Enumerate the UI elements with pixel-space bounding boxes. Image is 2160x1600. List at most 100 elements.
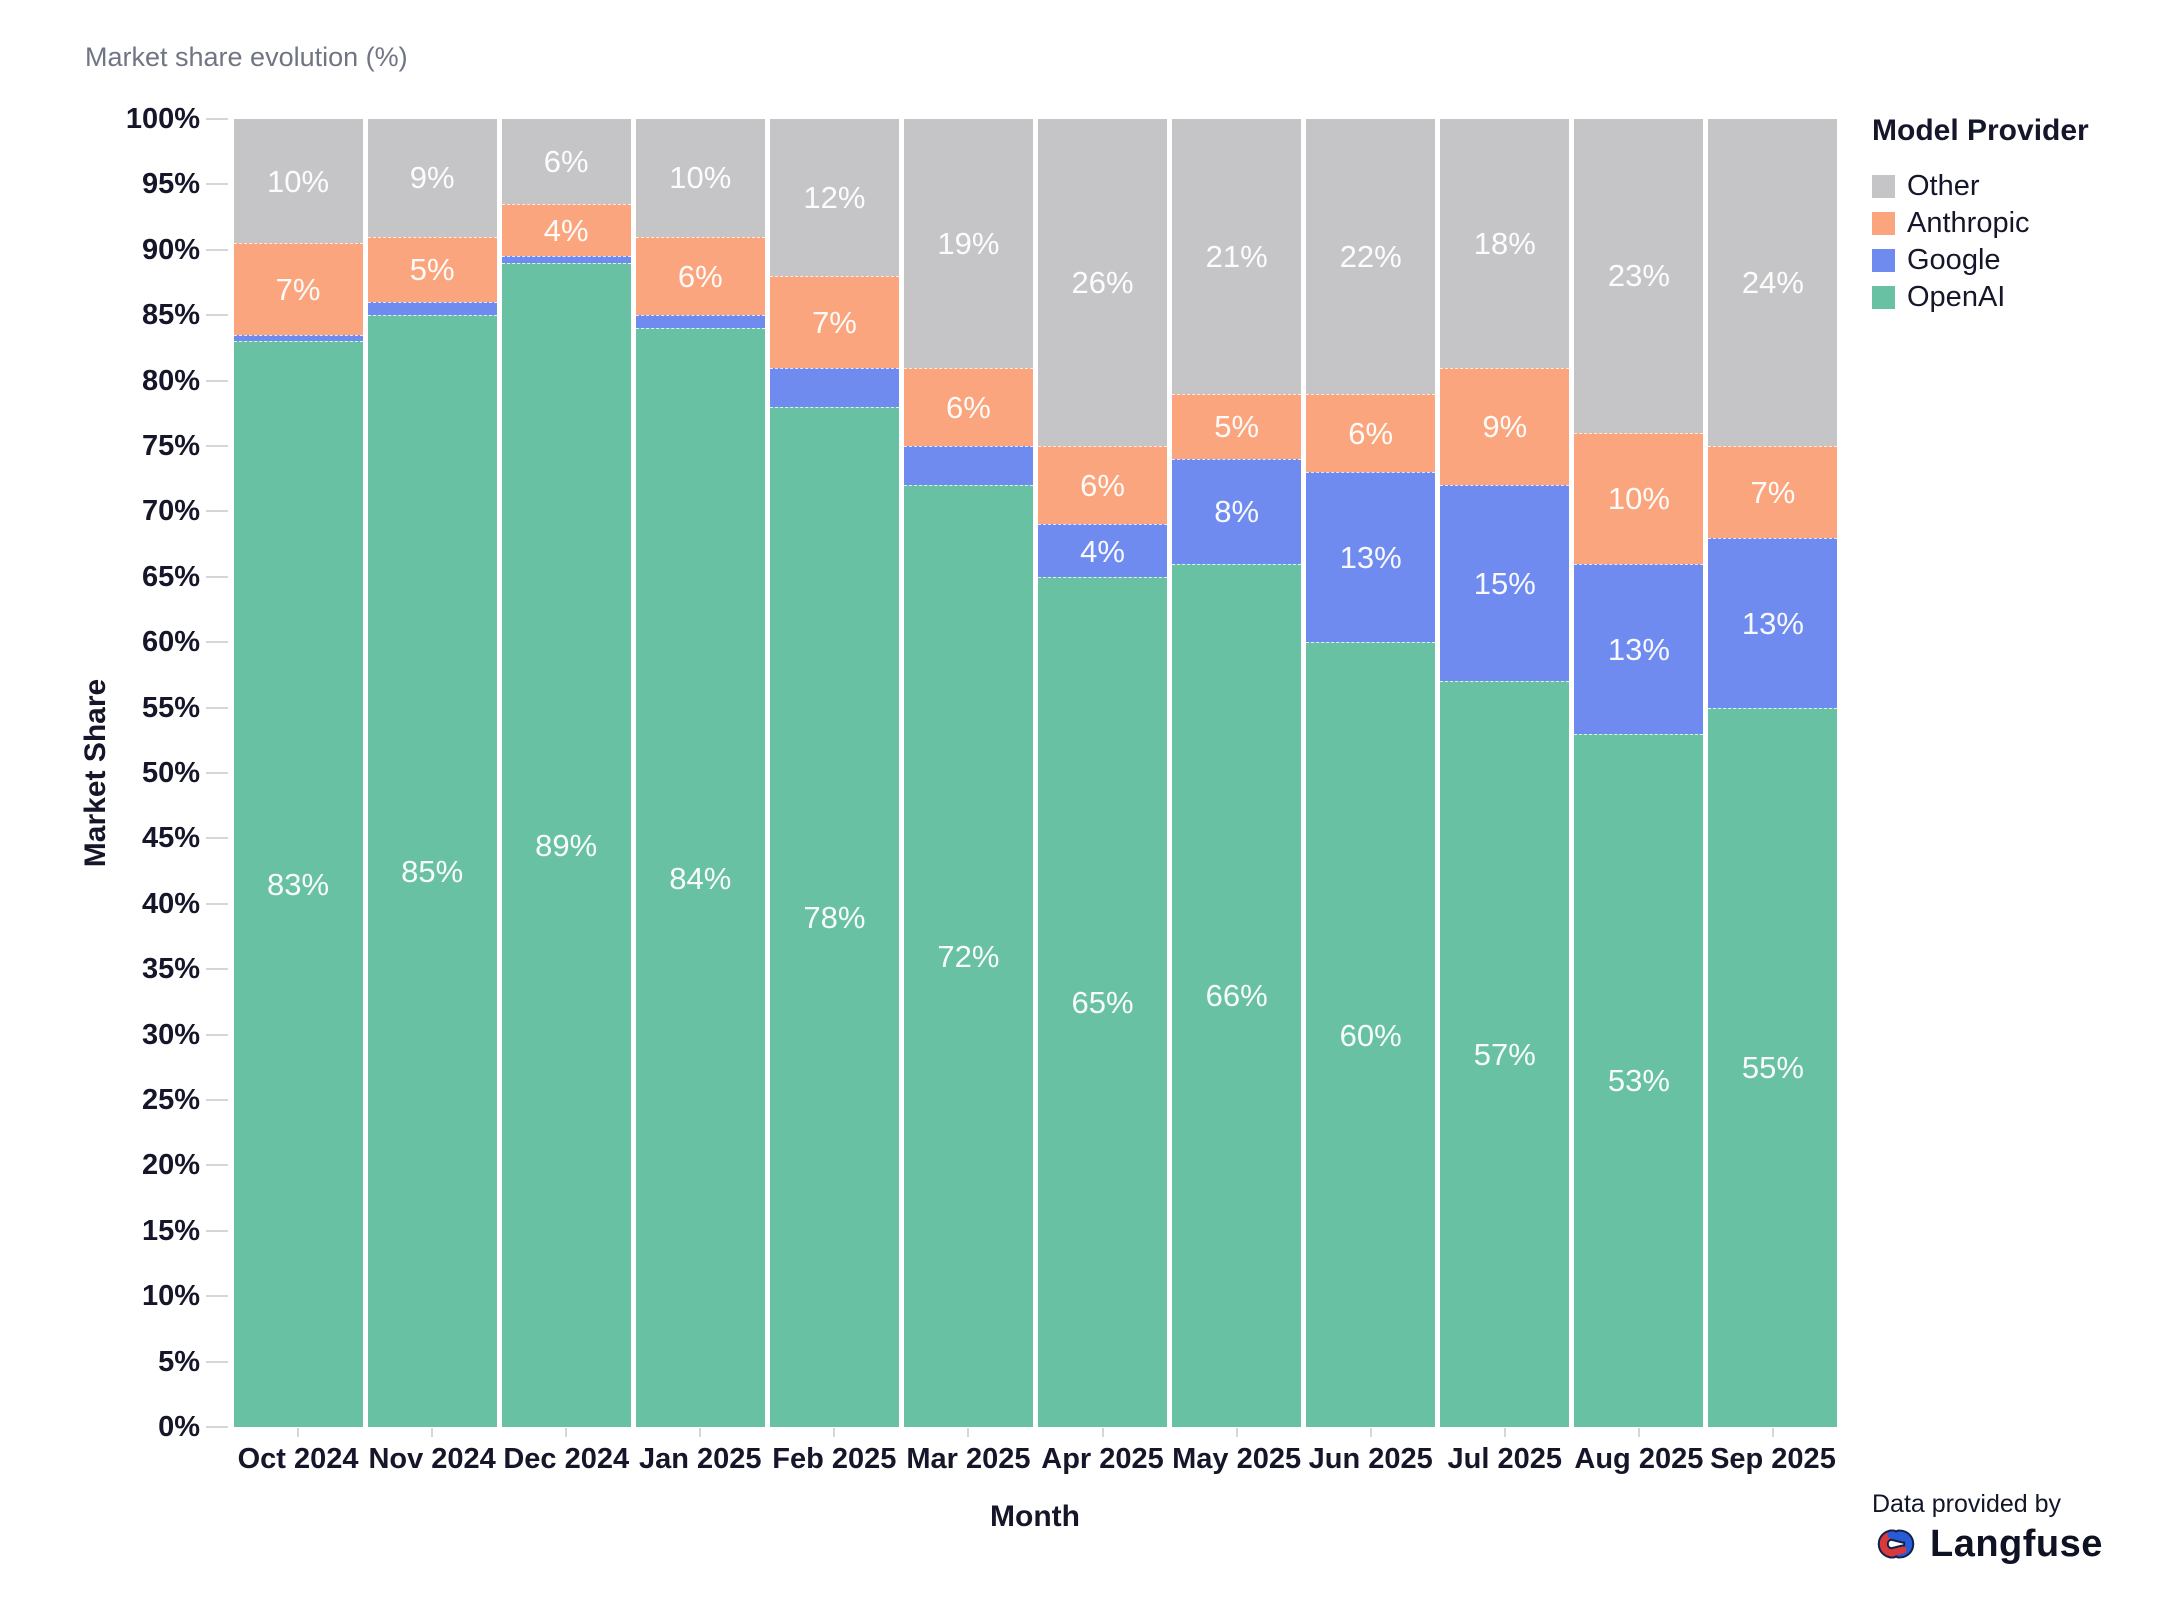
legend-item-google: Google [1872,242,2089,279]
bar-segment-anthropic-may-2025[interactable]: 5% [1172,393,1302,460]
bar-segment-google-feb-2025[interactable] [769,367,899,407]
bar-segment-google-sep-2025[interactable]: 13% [1708,537,1838,708]
bar-value-label: 6% [677,258,723,294]
bar-segment-openai-aug-2025[interactable]: 53% [1574,733,1704,1427]
y-tick-label: 45% [141,822,200,855]
bar-segment-google-jul-2025[interactable]: 15% [1440,485,1570,682]
bar-value-label: 18% [1473,225,1536,261]
x-tick-mark [1503,1428,1506,1437]
bar-segment-anthropic-aug-2025[interactable]: 10% [1574,432,1704,564]
y-tick-label: 80% [141,364,200,397]
x-tick-label: Nov 2024 [368,1443,496,1475]
bar-segment-anthropic-mar-2025[interactable]: 6% [903,367,1033,446]
bar-segment-openai-jul-2025[interactable]: 57% [1440,681,1570,1427]
x-tick-mark [431,1428,434,1437]
y-tick-label: 30% [141,1018,200,1051]
bar-segment-openai-apr-2025[interactable]: 65% [1038,576,1168,1427]
y-tick-mark [206,1295,228,1298]
bar-segment-other-sep-2025[interactable]: 24% [1708,119,1838,446]
x-tick-label: Jul 2025 [1447,1443,1563,1475]
legend-item-openai: OpenAI [1872,279,2089,316]
bar-segment-other-aug-2025[interactable]: 23% [1574,119,1704,433]
bar-segment-other-may-2025[interactable]: 21% [1172,119,1302,394]
bar-value-label: 13% [1607,631,1670,667]
bar-value-label: 9% [409,160,455,196]
bar-segment-openai-jan-2025[interactable]: 84% [635,328,765,1427]
bar-value-label: 15% [1473,566,1536,602]
x-tick-label: Jun 2025 [1308,1443,1433,1475]
bar-value-label: 53% [1607,1063,1670,1099]
y-tick-mark [206,575,228,578]
bar-value-label: 12% [803,179,866,215]
bar-segment-google-may-2025[interactable]: 8% [1172,459,1302,564]
bar-segment-other-nov-2024[interactable]: 9% [367,119,497,237]
legend-items: Other Anthropic Google OpenAI [1872,168,2089,316]
bar-segment-anthropic-jan-2025[interactable]: 6% [635,236,765,316]
bar-value-label: 55% [1741,1050,1804,1086]
y-tick-label: 60% [141,626,200,659]
bar-value-label: 7% [275,272,321,308]
chart-title: Market share evolution (%) [85,42,408,72]
bar-value-label: 5% [1214,409,1260,445]
x-tick-mark [699,1428,702,1437]
x-tick-label: Dec 2024 [503,1443,630,1475]
bar-segment-other-apr-2025[interactable]: 26% [1038,119,1168,446]
x-tick-mark [1771,1428,1774,1437]
y-tick-label: 15% [141,1214,200,1247]
legend: Model Provider Other Anthropic Google OpenA… [1872,114,2089,316]
bar-value-label: 9% [1482,409,1528,445]
bar-segment-google-jan-2025[interactable] [635,315,765,329]
y-tick-mark [206,445,228,447]
bar-segment-other-jan-2025[interactable]: 10% [635,119,765,237]
bar-segment-other-mar-2025[interactable]: 19% [903,119,1033,368]
bar-segment-anthropic-oct-2024[interactable]: 7% [233,243,363,335]
legend-title: Model Provider [1872,114,2089,147]
bar-segment-anthropic-jul-2025[interactable]: 9% [1440,367,1570,486]
bar-segment-openai-sep-2025[interactable]: 55% [1708,707,1838,1427]
y-tick-mark [206,1164,228,1167]
x-tick-label: Apr 2025 [1041,1443,1164,1475]
bar-segment-other-dec-2024[interactable]: 6% [501,119,631,205]
bar-value-label: 26% [1071,265,1134,300]
bar-segment-google-apr-2025[interactable]: 4% [1038,524,1168,577]
bar-segment-other-oct-2024[interactable]: 10% [233,119,363,244]
bar-segment-anthropic-dec-2024[interactable]: 4% [501,204,631,257]
y-tick-label: 25% [141,1084,200,1116]
y-tick-label: 40% [141,887,200,920]
bar-segment-other-jun-2025[interactable]: 22% [1306,119,1436,394]
bar-segment-anthropic-sep-2025[interactable]: 7% [1708,446,1838,538]
y-tick-mark [206,1033,228,1036]
bar-segment-openai-nov-2024[interactable]: 85% [367,315,497,1427]
bar-segment-other-jul-2025[interactable]: 18% [1440,119,1570,368]
bar-segment-google-dec-2024[interactable] [501,256,631,263]
y-tick-mark [206,968,228,971]
bar-segment-other-feb-2025[interactable]: 12% [769,119,899,276]
bar-value-label: 78% [803,899,866,935]
y-tick-mark [206,314,228,317]
bar-segment-anthropic-feb-2025[interactable]: 7% [769,275,899,368]
bar-segment-google-aug-2025[interactable]: 13% [1574,563,1704,734]
y-tick-label: 75% [141,430,200,462]
bar-segment-openai-mar-2025[interactable]: 72% [903,485,1033,1427]
bar-segment-anthropic-apr-2025[interactable]: 6% [1038,446,1168,525]
y-tick-mark [206,1360,228,1363]
bar-segment-google-mar-2025[interactable] [903,446,1033,486]
legend-item-anthropic: Anthropic [1872,205,2089,242]
bar-segment-openai-jun-2025[interactable]: 60% [1306,642,1436,1427]
bar-segment-google-oct-2024[interactable] [233,334,363,342]
bar-segment-openai-feb-2025[interactable]: 78% [769,406,899,1427]
bar-segment-anthropic-nov-2024[interactable]: 5% [367,236,497,303]
bar-segment-openai-oct-2024[interactable]: 83% [233,341,363,1427]
bar-value-label: 83% [267,867,330,903]
y-tick-label: 0% [158,1411,200,1443]
bar-segment-anthropic-jun-2025[interactable]: 6% [1306,393,1436,473]
bar-segment-google-jun-2025[interactable]: 13% [1306,472,1436,643]
x-tick-label: Mar 2025 [906,1443,1031,1475]
y-tick-label: 85% [141,299,200,332]
bar-segment-openai-dec-2024[interactable]: 89% [501,262,631,1427]
bar-segment-google-nov-2024[interactable] [367,302,497,316]
brand-name: Langfuse [1930,1523,2103,1565]
x-tick-mark [565,1428,568,1437]
bar-value-label: 13% [1339,540,1402,576]
bar-segment-openai-may-2025[interactable]: 66% [1172,563,1302,1427]
